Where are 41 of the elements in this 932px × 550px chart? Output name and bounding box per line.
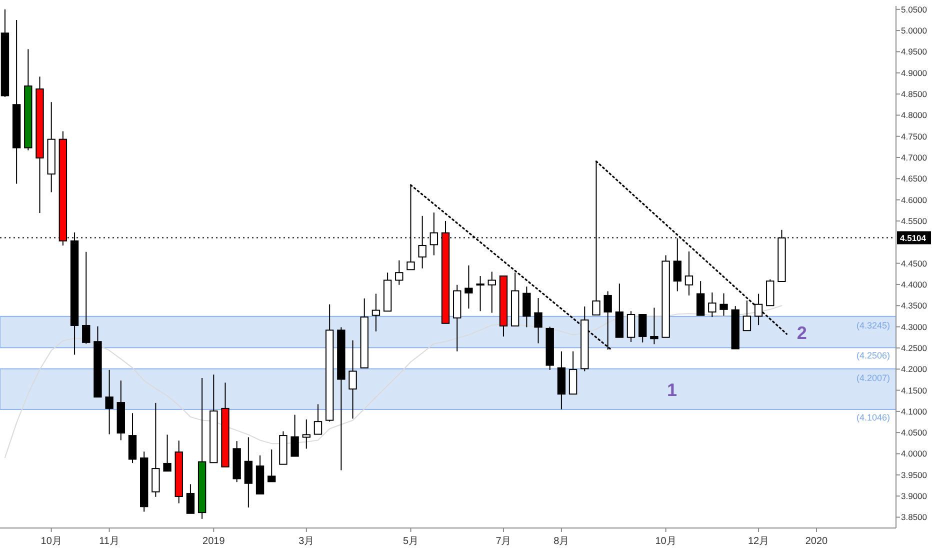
y-tick-label: 4.0500	[901, 428, 928, 438]
y-tick-label: 3.9500	[901, 470, 928, 480]
y-tick-label: 4.9500	[901, 46, 928, 57]
y-tick-label: 4.3500	[901, 300, 928, 311]
y-tick-label: 4.7500	[901, 131, 928, 142]
y-tick-label: 4.2000	[901, 364, 928, 374]
annotation: (4.2506)	[856, 350, 890, 361]
y-tick-label: 4.1000	[901, 406, 928, 416]
band-label: 2	[796, 323, 807, 344]
y-tick-label: 4.9000	[901, 68, 928, 78]
y-tick-label: 4.2500	[901, 342, 928, 353]
y-tick-label: 4.6000	[901, 194, 928, 205]
y-tick-label: 4.3000	[901, 322, 928, 332]
y-tick-label: 3.8500	[901, 512, 928, 522]
annotation: (4.3245)	[856, 320, 890, 330]
x-tick-label: 3月	[298, 536, 314, 547]
annotation: (4.1046)	[856, 412, 890, 422]
x-tick-label: 10月	[655, 536, 676, 547]
x-tick-label: 11月	[99, 536, 120, 547]
y-tick-label: 5.0000	[901, 26, 928, 36]
x-tick-label: 2019	[202, 536, 226, 547]
y-tick-label: 4.4500	[901, 258, 928, 268]
y-tick-label: 3.9000	[901, 491, 928, 502]
y-tick-label: 5.0500	[901, 4, 928, 14]
y-tick-label: 4.5500	[901, 216, 928, 226]
band-label: 1	[666, 380, 678, 400]
x-tick-label: 10月	[40, 536, 62, 547]
y-tick-label: 4.6500	[901, 174, 928, 184]
ref-line-label: 4.5104	[900, 233, 926, 244]
x-tick-label: 12月	[748, 536, 770, 547]
x-tick-label: 7月	[496, 536, 512, 547]
annotation: (4.2007)	[856, 372, 890, 383]
x-tick-label: 5月	[402, 536, 419, 547]
x-tick-label: 8月	[554, 536, 570, 547]
x-tick-label: 2020	[805, 536, 828, 547]
y-tick-label: 4.7000	[901, 152, 928, 162]
y-tick-label: 4.8500	[901, 89, 928, 100]
y-tick-label: 4.0000	[901, 448, 928, 459]
y-tick-label: 4.1500	[901, 385, 928, 396]
y-tick-label: 4.8000	[901, 110, 928, 120]
y-tick-label: 4.4000	[901, 279, 928, 290]
